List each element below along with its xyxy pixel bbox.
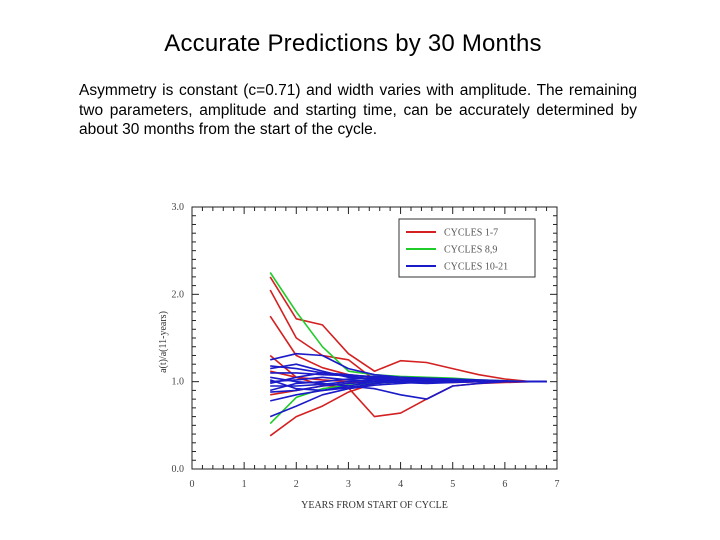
legend-label-cycles-8-9: CYCLES 8,9 [444, 245, 497, 256]
y-tick-label: 2.0 [172, 289, 185, 300]
plot-area [191, 206, 558, 470]
x-tick-label: 3 [346, 479, 351, 490]
x-tick-label: 0 [190, 479, 195, 490]
y-tick-label: 3.0 [172, 202, 185, 213]
x-tick-label: 4 [398, 479, 403, 490]
series-line-green-8 [269, 272, 547, 383]
series-group [269, 272, 547, 437]
y-ticks [192, 206, 557, 470]
y-tick-labels: 0.0 1.0 2.0 3.0 [172, 202, 185, 475]
series-line-blue-15 [269, 380, 547, 418]
series-line-blue-22 [270, 380, 547, 393]
legend-label-cycles-10-21: CYCLES 10-21 [444, 262, 508, 273]
x-tick-label: 6 [502, 479, 507, 490]
legend: CYCLES 1-7 CYCLES 8,9 CYCLES 10-21 [398, 218, 536, 278]
x-tick-label: 5 [450, 479, 455, 490]
x-tick-label: 2 [294, 479, 299, 490]
series-line-red-1 [269, 276, 547, 383]
slide-body-text: Asymmetry is constant (c=0.71) and width… [79, 82, 637, 138]
x-ticks [191, 207, 558, 469]
x-tick-label: 7 [555, 479, 560, 490]
x-tick-labels: 0 1 2 3 4 5 6 7 [190, 479, 560, 490]
slide-title: Accurate Predictions by 30 Months [164, 30, 542, 57]
series-line-red-4 [269, 354, 547, 418]
legend-label-cycles-1-7: CYCLES 1-7 [444, 228, 498, 239]
y-axis-title: a(t)/a(11-years) [158, 311, 169, 373]
y-tick-label: 0.0 [172, 464, 185, 475]
y-tick-label: 1.0 [172, 377, 185, 388]
x-axis-title: YEARS FROM START OF CYCLE [301, 500, 448, 511]
x-tick-label: 1 [242, 479, 247, 490]
